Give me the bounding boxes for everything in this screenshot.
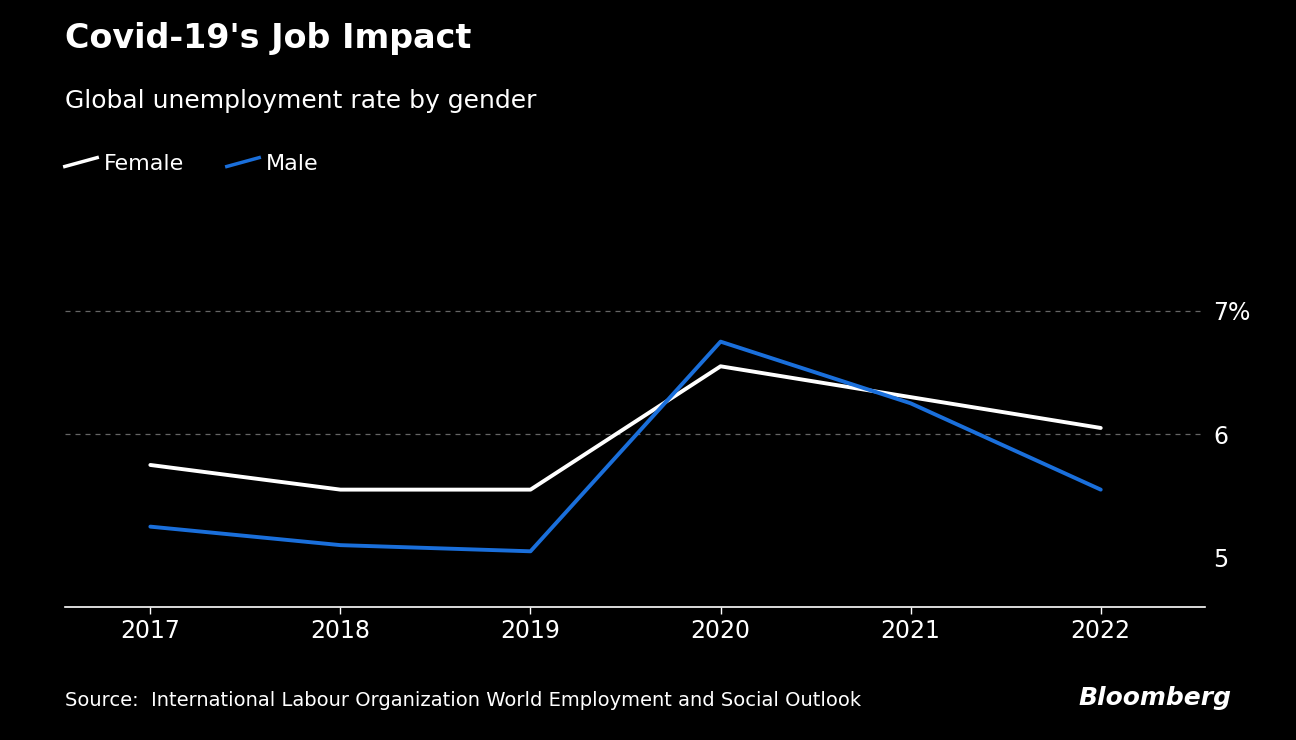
Text: Covid-19's Job Impact: Covid-19's Job Impact bbox=[65, 22, 472, 56]
Text: Source:  International Labour Organization World Employment and Social Outlook: Source: International Labour Organizatio… bbox=[65, 691, 861, 710]
Text: Female: Female bbox=[104, 154, 184, 175]
Text: Bloomberg: Bloomberg bbox=[1078, 687, 1231, 710]
Text: Global unemployment rate by gender: Global unemployment rate by gender bbox=[65, 89, 537, 112]
Text: Male: Male bbox=[266, 154, 319, 175]
